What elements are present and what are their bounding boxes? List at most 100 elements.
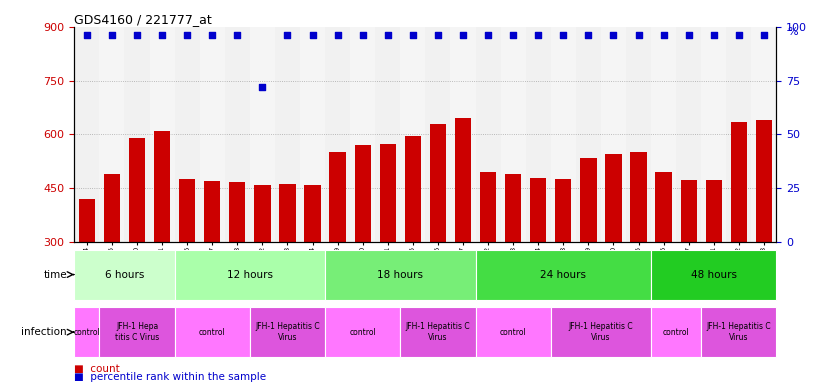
Bar (601, 27, 626, 242)
Bar (74, 250, 174, 300)
Bar (476, 250, 651, 300)
Text: control: control (500, 328, 526, 337)
Text: JFH-1 Hepatitis C
Virus: JFH-1 Hepatitis C Virus (706, 323, 771, 342)
Bar (505, 174, 521, 242)
Bar (726, 27, 752, 242)
Text: 24 hours: 24 hours (540, 270, 586, 280)
Bar (300, 27, 325, 242)
Point (506, 32, 520, 38)
Bar (425, 27, 450, 242)
Bar (651, 307, 701, 357)
Text: control: control (349, 328, 376, 337)
Bar (630, 152, 647, 242)
Bar (204, 181, 221, 242)
Point (155, 32, 169, 38)
Point (80, 32, 93, 38)
Point (131, 32, 144, 38)
Bar (480, 172, 496, 242)
Point (757, 32, 771, 38)
Bar (430, 124, 446, 242)
Bar (401, 307, 476, 357)
Bar (275, 27, 300, 242)
Bar (179, 179, 195, 242)
Text: 18 hours: 18 hours (377, 270, 423, 280)
Bar (476, 307, 551, 357)
Point (256, 84, 269, 90)
Bar (551, 27, 576, 242)
Bar (450, 27, 476, 242)
Point (230, 32, 244, 38)
Bar (756, 120, 772, 242)
Bar (626, 27, 651, 242)
Bar (125, 27, 150, 242)
Bar (555, 179, 572, 242)
Bar (705, 180, 722, 242)
Bar (605, 154, 622, 242)
Text: infection: infection (21, 327, 67, 337)
Bar (74, 307, 99, 357)
Bar (99, 307, 174, 357)
Bar (174, 307, 249, 357)
Text: 48 hours: 48 hours (691, 270, 737, 280)
Point (457, 32, 470, 38)
Bar (701, 307, 776, 357)
Point (331, 32, 344, 38)
Text: JFH-1 Hepatitis C
Virus: JFH-1 Hepatitis C Virus (406, 323, 470, 342)
Text: JFH-1 Hepatitis C
Virus: JFH-1 Hepatitis C Virus (255, 323, 320, 342)
Point (657, 32, 670, 38)
Bar (174, 250, 325, 300)
Text: 6 hours: 6 hours (105, 270, 145, 280)
Point (557, 32, 570, 38)
Bar (74, 27, 99, 242)
Bar (350, 27, 375, 242)
Point (707, 32, 720, 38)
Text: ■  count: ■ count (74, 364, 120, 374)
Bar (279, 184, 296, 242)
Bar (752, 27, 776, 242)
Text: JFH-1 Hepa
titis C Virus: JFH-1 Hepa titis C Virus (115, 323, 159, 342)
Bar (651, 250, 776, 300)
Bar (656, 172, 672, 242)
Bar (501, 27, 525, 242)
Text: control: control (662, 328, 690, 337)
Bar (174, 27, 200, 242)
Point (106, 32, 119, 38)
Text: time: time (43, 270, 67, 280)
Bar (405, 136, 421, 242)
Bar (455, 118, 471, 242)
Point (206, 32, 219, 38)
Bar (651, 27, 676, 242)
Point (607, 32, 620, 38)
Bar (154, 131, 170, 242)
Bar (99, 27, 125, 242)
Point (356, 32, 369, 38)
Bar (530, 178, 546, 242)
Bar (476, 27, 501, 242)
Bar (249, 307, 325, 357)
Bar (701, 27, 726, 242)
Bar (401, 27, 425, 242)
Bar (731, 122, 747, 242)
Point (682, 32, 695, 38)
Bar (676, 27, 701, 242)
Point (732, 32, 745, 38)
Bar (525, 27, 551, 242)
Bar (325, 307, 401, 357)
Text: JFH-1 Hepatitis C
Virus: JFH-1 Hepatitis C Virus (568, 323, 634, 342)
Point (381, 32, 394, 38)
Text: control: control (199, 328, 225, 337)
Bar (330, 152, 346, 242)
Text: 12 hours: 12 hours (227, 270, 273, 280)
Point (431, 32, 444, 38)
Text: GDS4160 / 221777_at: GDS4160 / 221777_at (74, 13, 212, 26)
Bar (254, 185, 271, 242)
Bar (551, 307, 651, 357)
Bar (129, 138, 145, 242)
Bar (305, 185, 320, 242)
Bar (225, 27, 249, 242)
Point (582, 32, 595, 38)
Bar (580, 158, 596, 242)
Bar (325, 27, 350, 242)
Point (482, 32, 495, 38)
Bar (229, 182, 245, 242)
